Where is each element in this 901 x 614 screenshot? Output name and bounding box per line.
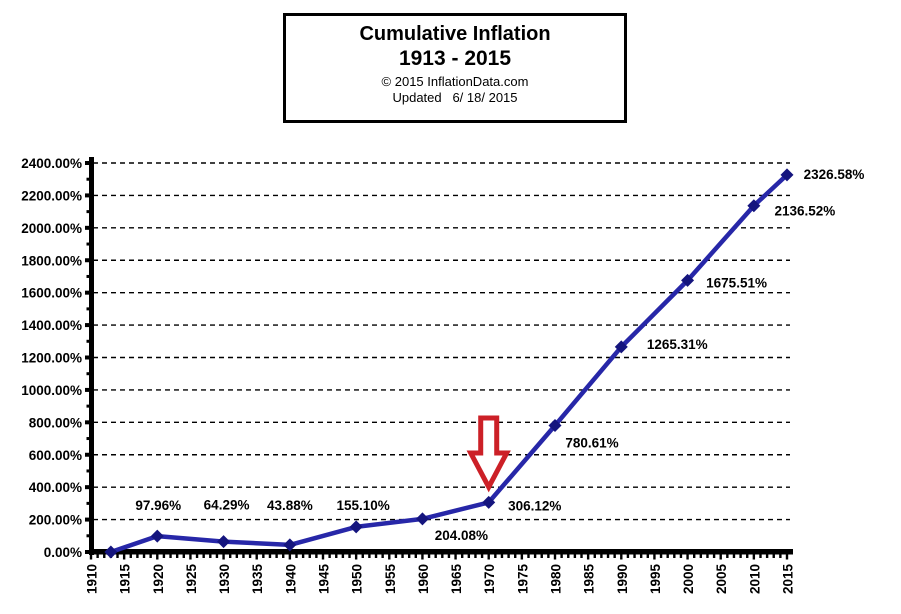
axes — [85, 157, 793, 560]
x-tick-label: 1985 — [582, 564, 597, 595]
data-point-marker — [104, 545, 118, 559]
data-point-marker — [548, 418, 562, 432]
x-tick-labels: 1910 1915 1920 1925 1930 1935 1940 1945 1950 1955… — [85, 564, 796, 595]
x-tick-label: 1955 — [383, 564, 398, 595]
x-tick-label: 2010 — [747, 564, 762, 594]
data-point-marker — [747, 199, 761, 213]
data-point-marker — [349, 520, 363, 534]
data-point-marker — [681, 273, 695, 287]
data-point-markers — [104, 168, 794, 559]
chart-subtitle-years: 1913 - 2015 — [398, 47, 512, 70]
y-tick-label: 1600.00% — [21, 286, 82, 301]
updated-date-text: Updated 6/ 18/ 2015 — [392, 90, 518, 105]
data-point-label: 64.29% — [204, 498, 250, 513]
data-point-label: 43.88% — [267, 498, 313, 513]
y-tick-label: 200.00% — [29, 513, 82, 528]
x-tick-label: 2015 — [781, 564, 796, 595]
x-tick-label: 1990 — [615, 564, 630, 594]
x-tick-label: 1980 — [549, 564, 564, 594]
x-tick-label: 1965 — [449, 564, 464, 595]
chart-title-box: Cumulative Inflation 1913 - 2015 © 2015 … — [283, 13, 627, 123]
y-tick-label: 400.00% — [29, 480, 82, 495]
red-down-arrow-icon — [466, 415, 511, 493]
chart-title: Cumulative Inflation — [359, 23, 551, 45]
x-tick-label: 1910 — [85, 564, 100, 594]
y-tick-label: 2000.00% — [21, 221, 82, 236]
copyright-text: © 2015 InflationData.com — [381, 74, 529, 89]
data-point-marker — [780, 168, 794, 182]
x-tick-label: 1920 — [151, 564, 166, 594]
x-axis-line — [89, 549, 793, 555]
y-tick-label: 0.00% — [44, 545, 82, 560]
x-tick-label: 1975 — [515, 564, 530, 595]
data-point-label: 155.10% — [336, 498, 389, 513]
x-tick-label: 1930 — [217, 564, 232, 594]
data-point-label: 97.96% — [135, 498, 181, 513]
data-point-label: 1265.31% — [647, 337, 708, 352]
x-tick-label: 2000 — [681, 564, 696, 594]
data-point-marker — [614, 340, 628, 354]
x-tick-label: 1970 — [482, 564, 497, 594]
y-tick-labels: 0.00% 200.00% 400.00% 600.00% 800.00% 1000.00… — [21, 156, 82, 560]
data-point-marker — [415, 512, 429, 526]
x-tick-label: 1960 — [416, 564, 431, 594]
x-tick-label: 1935 — [250, 564, 265, 595]
y-tick-label: 600.00% — [29, 448, 82, 463]
data-point-labels: 97.96% 64.29% 43.88% 155.10% 204.08% 306.12% 7… — [135, 167, 864, 543]
data-point-label: 2136.52% — [774, 204, 835, 219]
y-tick-label: 1200.00% — [21, 351, 82, 366]
x-tick-label: 1915 — [118, 564, 133, 595]
x-tick-label: 1940 — [283, 564, 298, 594]
y-tick-label: 1000.00% — [21, 383, 82, 398]
y-axis-line — [89, 157, 94, 555]
data-point-marker — [217, 535, 231, 549]
data-point-label: 1675.51% — [706, 275, 767, 290]
x-tick-label: 1995 — [648, 564, 663, 595]
x-tick-label: 1950 — [350, 564, 365, 594]
x-tick-label: 1925 — [184, 564, 199, 595]
data-point-marker — [283, 538, 297, 552]
data-point-label: 306.12% — [508, 498, 561, 513]
data-point-label: 2326.58% — [804, 167, 865, 182]
y-tick-label: 2200.00% — [21, 188, 82, 203]
y-tick-label: 800.00% — [29, 415, 82, 430]
y-tick-label: 1400.00% — [21, 318, 82, 333]
data-point-marker — [150, 529, 164, 543]
y-tick-label: 2400.00% — [21, 156, 82, 171]
x-tick-label: 1945 — [317, 564, 332, 595]
data-point-label: 204.08% — [435, 528, 488, 543]
data-point-marker — [482, 495, 496, 509]
x-tick-label: 2005 — [714, 564, 729, 595]
inflation-series-line — [108, 172, 790, 555]
y-tick-label: 1800.00% — [21, 253, 82, 268]
data-point-label: 780.61% — [565, 435, 618, 450]
